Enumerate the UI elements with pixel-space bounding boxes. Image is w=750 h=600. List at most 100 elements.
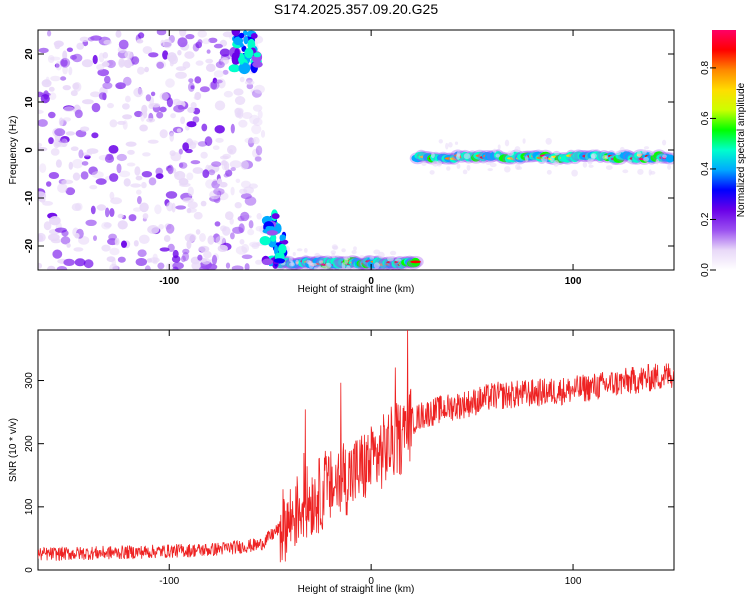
noise-blob <box>240 193 252 200</box>
noise-blob <box>127 149 135 155</box>
noise-blob <box>198 245 210 253</box>
noise-blob <box>172 266 179 270</box>
ridge-upper-speckle <box>655 158 659 165</box>
ridge-lower-speckle <box>359 255 365 259</box>
noise-blob <box>134 110 143 118</box>
noise-blob <box>159 129 168 139</box>
ridge-lower-speckle <box>332 245 339 250</box>
noise-blob <box>130 183 142 188</box>
noise-blob <box>170 113 177 119</box>
noise-blob <box>117 256 126 263</box>
noise-blob <box>56 266 68 270</box>
noise-blob <box>213 79 223 84</box>
noise-blob <box>251 124 262 135</box>
noise-blob <box>162 50 169 60</box>
noise-blob <box>38 142 43 148</box>
noise-blob <box>104 154 115 163</box>
colorbar-tick-label: 0.4 <box>700 162 711 176</box>
snr-series-line <box>38 330 674 563</box>
noise-blob <box>222 153 231 160</box>
noise-blob <box>158 224 165 230</box>
noise-blob <box>152 253 158 262</box>
ridge-lower-speckle <box>325 262 332 269</box>
ridge-lower-speckle <box>314 270 317 276</box>
noise-blob <box>39 163 47 174</box>
noise-blob <box>145 94 152 102</box>
ridge-lower-speckle <box>346 265 351 270</box>
noise-blob <box>62 85 71 91</box>
noise-blob <box>182 142 190 152</box>
ridge-upper-speckle <box>489 162 497 168</box>
noise-blob <box>80 126 90 132</box>
noise-blob <box>38 119 48 127</box>
noise-blob <box>54 63 60 68</box>
noise-blob <box>101 244 111 252</box>
noise-blob <box>109 247 120 256</box>
noise-blob <box>234 202 242 209</box>
noise-blob <box>167 164 174 175</box>
noise-blob <box>150 91 156 97</box>
ridge-lower-speckle <box>303 248 308 253</box>
ridge-upper-speckle <box>438 139 443 144</box>
ridge-lower-speckle <box>341 248 346 253</box>
noise-blob <box>215 235 226 245</box>
noise-blob <box>116 163 122 174</box>
noise-blob <box>142 46 153 55</box>
ridge-upper-speckle <box>507 150 514 156</box>
ridge-upper-speckle <box>550 156 554 163</box>
noise-blob <box>199 233 206 242</box>
noise-blob <box>90 205 96 215</box>
noise-blob <box>241 243 250 253</box>
noise-blob <box>141 181 147 189</box>
noise-blob <box>166 97 173 108</box>
noise-blob <box>51 238 62 244</box>
noise-blob <box>255 225 264 232</box>
noise-blob <box>239 239 245 245</box>
noise-blob <box>91 102 101 113</box>
ridge-lower-speckle <box>373 262 380 269</box>
noise-blob <box>230 232 235 240</box>
ridge-upper-speckle <box>627 159 632 164</box>
ridge-upper-speckle <box>445 142 449 150</box>
noise-blob <box>249 241 261 248</box>
noise-blob <box>125 141 137 147</box>
noise-blob <box>68 161 74 170</box>
noise-blob <box>118 39 129 50</box>
noise-blob <box>192 167 204 174</box>
noise-blob <box>140 112 145 122</box>
noise-blob <box>65 131 75 136</box>
ridge-lower-speckle <box>319 260 324 264</box>
noise-blob <box>201 123 208 132</box>
noise-blob <box>211 254 218 265</box>
noise-blob <box>48 137 54 145</box>
colorbar-label: Normalized spectral amplitude <box>736 82 747 217</box>
noise-blob <box>147 225 160 234</box>
ridge-lower-speckle <box>330 250 336 255</box>
noise-blob <box>137 196 142 205</box>
ridge-upper-speckle <box>432 160 439 167</box>
noise-blob <box>96 204 107 211</box>
noise-blob <box>156 111 164 119</box>
noise-blob <box>162 39 172 49</box>
noise-blob <box>83 259 94 269</box>
noise-blob <box>146 118 156 123</box>
noise-blob <box>222 69 229 75</box>
noise-blob <box>62 50 68 61</box>
noise-blob <box>60 76 67 81</box>
noise-blob <box>48 111 56 119</box>
ridge-lower-speckle <box>307 260 313 266</box>
ridge-upper-speckle <box>622 169 629 174</box>
colorbar-ticks: 0.0 0.2 0.4 0.6 0.8 <box>700 61 716 277</box>
noise-blob <box>190 85 195 90</box>
noise-blob <box>231 265 244 270</box>
tail-top-blob <box>231 30 241 37</box>
noise-blob <box>154 204 162 215</box>
noise-blob <box>225 211 234 221</box>
noise-blob <box>248 220 254 229</box>
noise-blob <box>186 207 192 214</box>
noise-blob <box>95 178 107 185</box>
noise-blob <box>156 30 167 36</box>
ridge-upper-speckle <box>667 164 672 170</box>
noise-blob <box>256 213 262 220</box>
ridge-upper-speckle <box>643 156 649 162</box>
